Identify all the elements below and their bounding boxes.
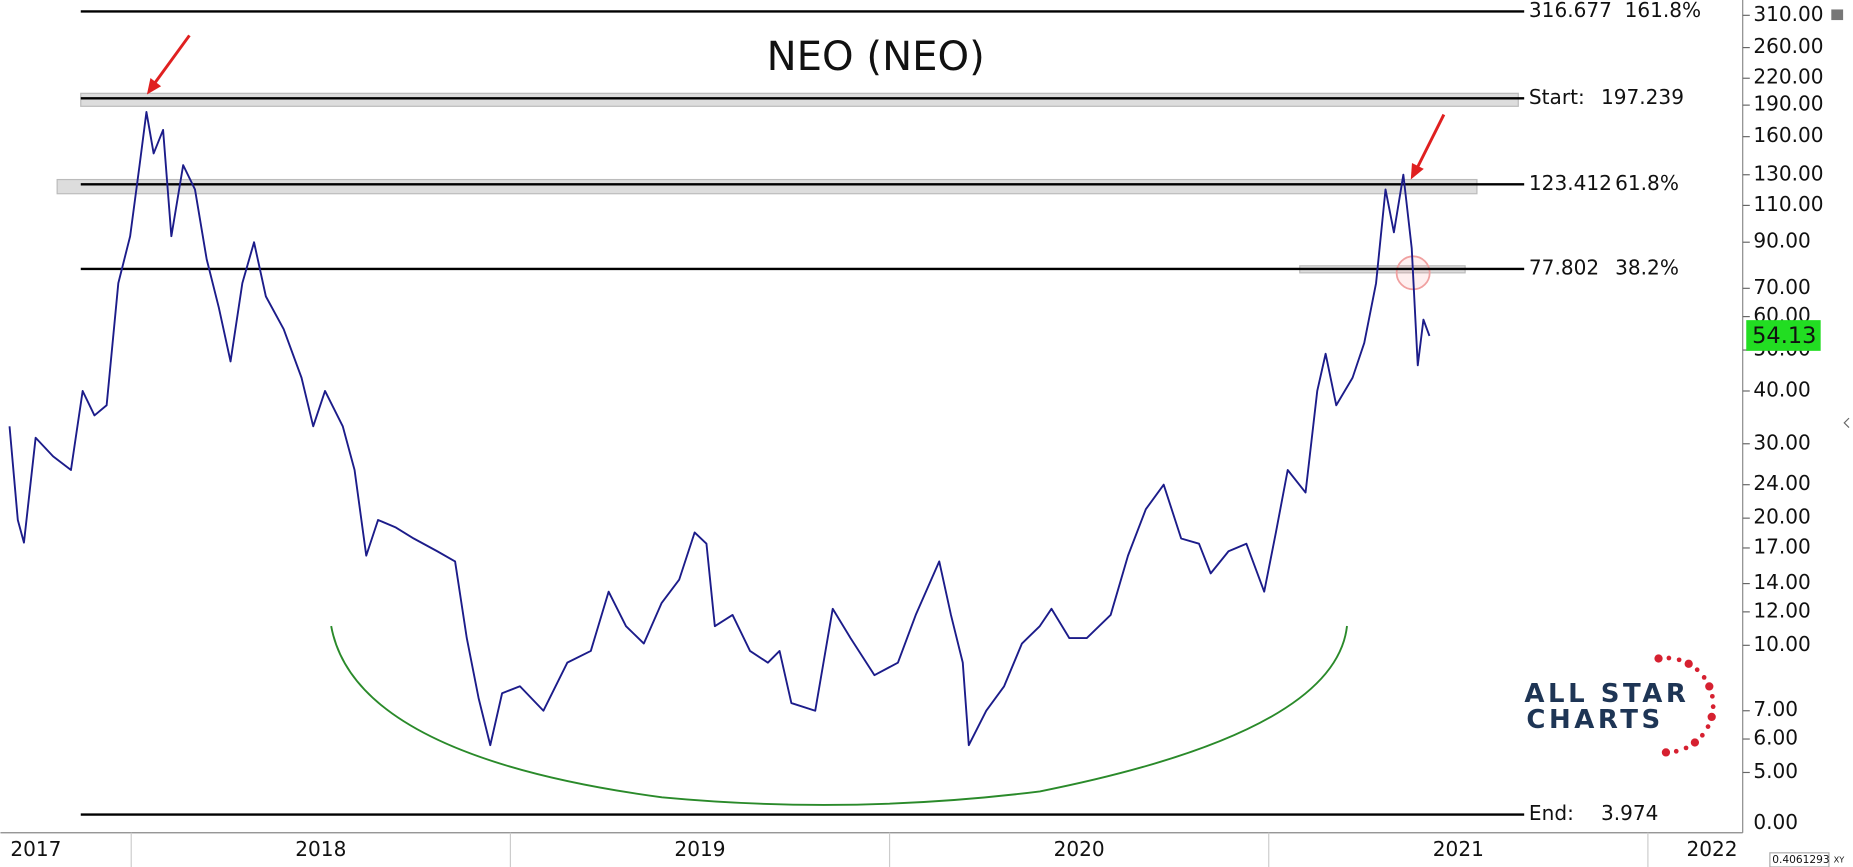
- star: [1709, 693, 1715, 699]
- level-value: 77.802: [1529, 255, 1599, 279]
- star: [1666, 655, 1672, 661]
- x-tick-label: 2018: [295, 837, 346, 861]
- star: [1690, 738, 1700, 747]
- logo-stars: [1654, 654, 1716, 757]
- star: [1676, 657, 1682, 663]
- y-tick-label: 0.00: [1753, 810, 1798, 834]
- star: [1710, 704, 1716, 710]
- arrow: [150, 34, 191, 89]
- lock-icon: [1831, 9, 1844, 21]
- logo: ALL STAR CHARTS: [1524, 654, 1716, 757]
- star: [1661, 748, 1671, 757]
- y-tick-label: 17.00: [1753, 534, 1810, 558]
- level-value: 197.239: [1601, 85, 1684, 109]
- corner-mode: XY: [1834, 854, 1846, 864]
- chart-title: NEO (NEO): [767, 34, 985, 80]
- arrow-head: [1410, 163, 1424, 180]
- y-tick-label: 70.00: [1753, 275, 1810, 299]
- level-value: 316.677: [1529, 0, 1612, 22]
- y-tick-label: 130.00: [1753, 161, 1823, 185]
- readout-box: [1769, 852, 1830, 867]
- x-tick-label: 2017: [10, 837, 61, 861]
- y-tick-label: 30.00: [1753, 430, 1810, 454]
- star: [1683, 745, 1689, 751]
- level-value: 123.412: [1529, 171, 1612, 195]
- x-tick-label: 2019: [674, 837, 725, 861]
- logo-text: ALL STAR: [1524, 679, 1689, 709]
- corner-readout: 0.4061293: [1772, 853, 1829, 866]
- y-tick-label: 160.00: [1753, 123, 1823, 147]
- level-ratio: 61.8%: [1615, 171, 1679, 195]
- level-value: 3.974: [1601, 801, 1658, 825]
- level-ratio: 161.8%: [1625, 0, 1702, 22]
- arrows: [146, 34, 1446, 180]
- arc: [330, 625, 1348, 806]
- arrow: [1414, 113, 1446, 172]
- level-ratio: 38.2%: [1615, 255, 1679, 279]
- y-tick-label: 260.00: [1753, 34, 1823, 58]
- star: [1673, 748, 1679, 754]
- star: [1705, 724, 1711, 729]
- level-prefix: Start:: [1529, 85, 1585, 109]
- y-tick-label: 40.00: [1753, 377, 1810, 401]
- star: [1684, 659, 1693, 668]
- y-tick-label: 5.00: [1753, 759, 1798, 783]
- band: [56, 178, 1478, 195]
- y-tick-label: 12.00: [1753, 598, 1810, 622]
- logo-text: CHARTS: [1526, 705, 1663, 735]
- y-tick-label: 90.00: [1753, 229, 1810, 253]
- last-price-badge: [1746, 320, 1821, 351]
- y-tick-label: 7.00: [1753, 697, 1798, 721]
- star: [1694, 667, 1700, 673]
- y-tick-label: 24.00: [1753, 471, 1810, 495]
- star: [1705, 682, 1714, 691]
- star: [1654, 654, 1663, 663]
- y-tick-label: 220.00: [1753, 65, 1823, 89]
- level-prefix: End:: [1529, 801, 1574, 825]
- x-tick-label: 2021: [1433, 837, 1484, 861]
- y-tick-label: 20.00: [1753, 505, 1810, 529]
- y-tick-label: 310.00: [1753, 2, 1823, 26]
- x-tick-label: 2020: [1054, 837, 1105, 861]
- last-price-label: 54.13: [1752, 323, 1816, 349]
- star: [1701, 675, 1707, 680]
- star: [1699, 732, 1705, 738]
- y-tick-label: 10.00: [1753, 632, 1810, 656]
- band: [80, 92, 1519, 107]
- x-tick-label: 2022: [1686, 837, 1737, 861]
- y-tick-label: 6.00: [1753, 726, 1798, 750]
- price-line: [8, 111, 1431, 747]
- y-tick-label: 190.00: [1753, 92, 1823, 116]
- chevron: [1843, 417, 1850, 429]
- arrow-head: [146, 77, 162, 95]
- star: [1707, 712, 1716, 722]
- y-tick-label: 110.00: [1753, 192, 1823, 216]
- y-tick-label: 14.00: [1753, 570, 1810, 594]
